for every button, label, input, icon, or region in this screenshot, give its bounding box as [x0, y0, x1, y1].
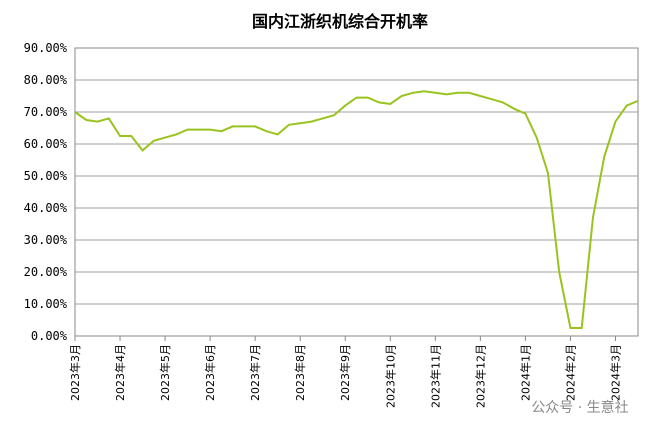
- x-tick-label: 2023年7月: [248, 344, 262, 401]
- x-tick-label: 2023年12月: [473, 344, 487, 408]
- watermark: 公众号 · 生意社: [531, 399, 628, 416]
- y-tick-label: 10.00%: [24, 297, 68, 311]
- y-tick-label: 30.00%: [24, 233, 68, 247]
- x-tick-label: 2024年3月: [608, 344, 622, 401]
- chart-title: 国内江浙织机综合开机率: [252, 12, 428, 31]
- y-tick-label: 60.00%: [24, 137, 68, 151]
- x-tick-label: 2023年8月: [293, 344, 307, 401]
- x-tick-label: 2024年2月: [563, 344, 577, 401]
- y-tick-label: 20.00%: [24, 265, 68, 279]
- y-tick-label: 70.00%: [24, 105, 68, 119]
- x-tick-label: 2023年11月: [428, 344, 442, 408]
- x-tick-label: 2023年4月: [113, 344, 127, 401]
- x-tick-label: 2023年3月: [68, 344, 82, 401]
- plot-frame: [74, 47, 639, 337]
- x-tick-label: 2023年5月: [158, 344, 172, 401]
- y-tick-label: 80.00%: [24, 73, 68, 87]
- x-tick-label: 2023年9月: [338, 344, 352, 401]
- series-line: [74, 90, 639, 329]
- y-tick-label: 50.00%: [24, 169, 68, 183]
- x-tick-label: 2023年6月: [203, 344, 217, 401]
- x-tick-label: 2024年1月: [518, 344, 532, 401]
- y-tick-label: 0.00%: [31, 329, 68, 343]
- y-tick-label: 90.00%: [24, 41, 68, 55]
- y-tick-label: 40.00%: [24, 201, 68, 215]
- x-tick-label: 2023年10月: [383, 344, 397, 408]
